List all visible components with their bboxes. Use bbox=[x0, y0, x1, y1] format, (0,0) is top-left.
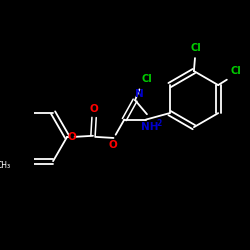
Text: N: N bbox=[136, 89, 144, 99]
Text: Cl: Cl bbox=[230, 66, 241, 76]
Text: O: O bbox=[90, 104, 98, 114]
Text: Cl: Cl bbox=[142, 74, 152, 84]
Text: NH: NH bbox=[142, 122, 159, 132]
Text: O: O bbox=[108, 140, 117, 150]
Text: 2: 2 bbox=[156, 119, 162, 128]
Text: CH₃: CH₃ bbox=[0, 161, 11, 170]
Text: O: O bbox=[67, 132, 76, 142]
Text: Cl: Cl bbox=[191, 43, 202, 53]
